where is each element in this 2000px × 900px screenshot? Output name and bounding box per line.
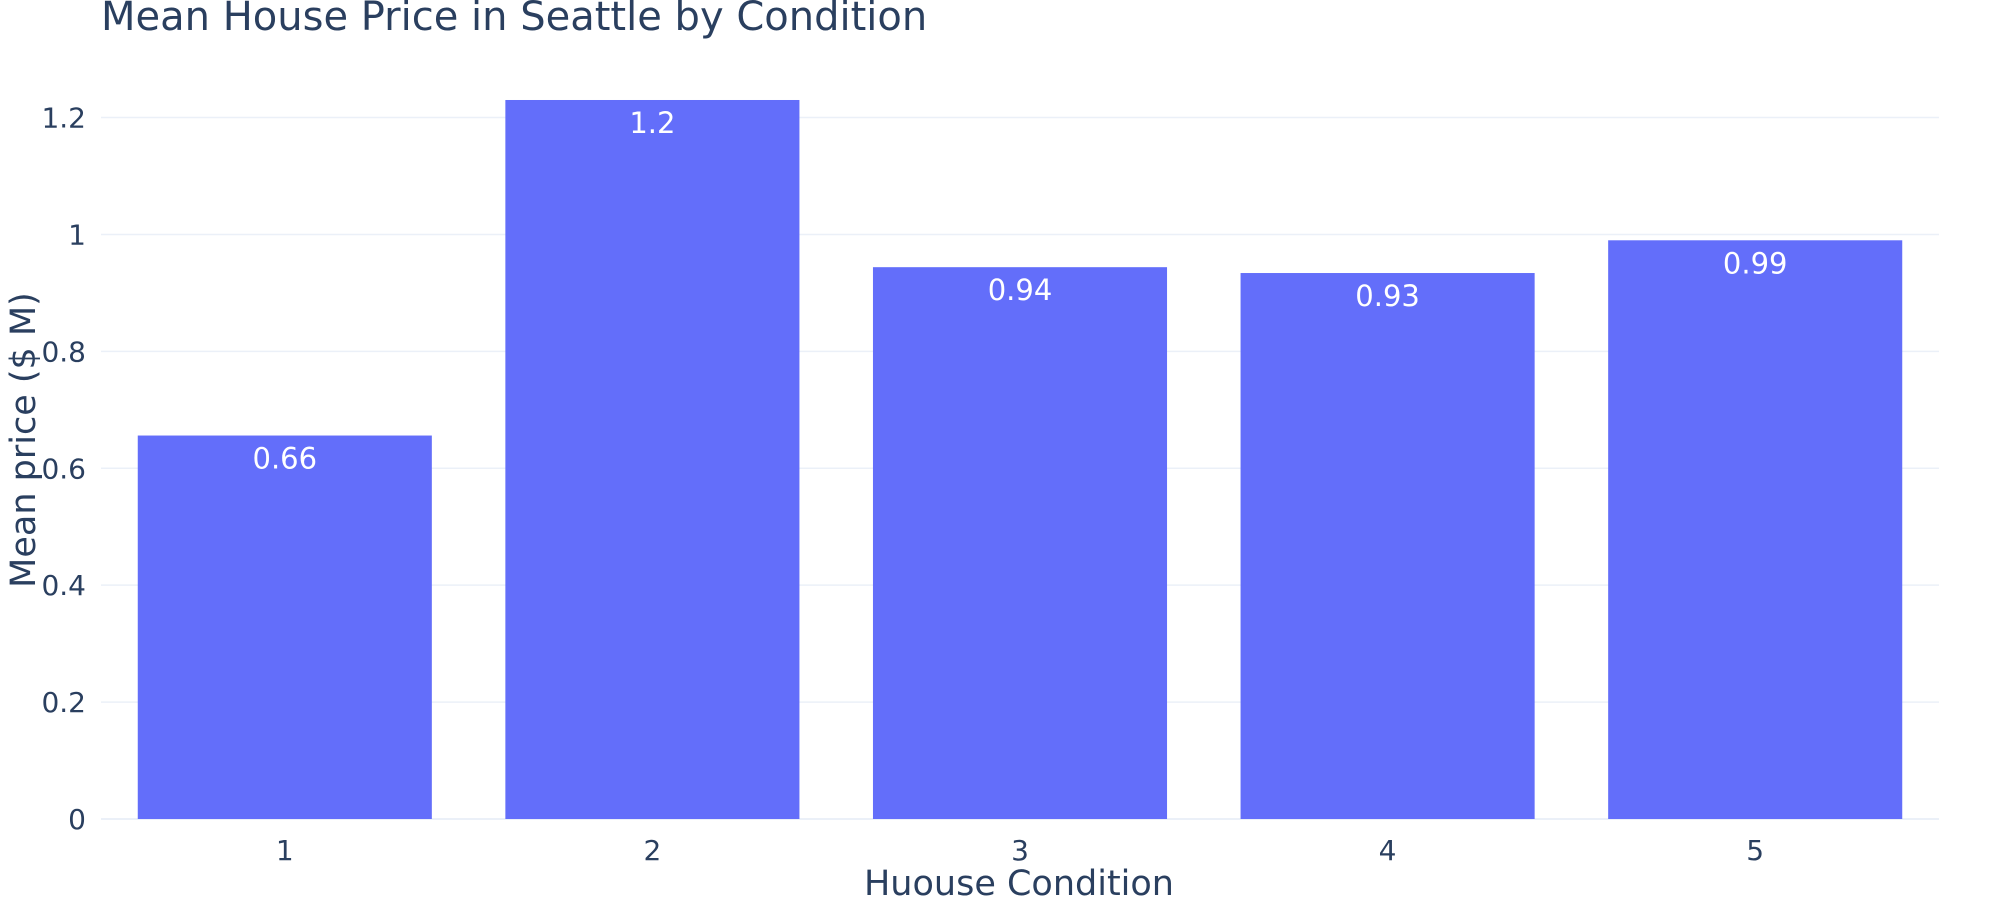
x-tick-label: 4: [1379, 834, 1397, 867]
x-axis-title: Huouse Condition: [864, 864, 1174, 900]
chart-title: Mean House Price in Seattle by Condition: [101, 0, 927, 40]
x-tick-label: 2: [643, 834, 661, 867]
bar-value-label: 0.99: [1723, 246, 1788, 280]
y-tick-label: 0.4: [41, 569, 86, 602]
y-tick-labels: 0 0.2 0.4 0.6 0.8 1 1.2: [41, 102, 86, 836]
bar-condition-3: [872, 267, 1168, 819]
y-tick-label: 1: [68, 218, 86, 251]
x-tick-label: 5: [1746, 834, 1764, 867]
y-tick-label: 1.2: [41, 102, 86, 135]
bar-value-label: 1.2: [629, 106, 675, 140]
y-tick-label: 0: [68, 803, 86, 836]
bar-value-label: 0.66: [253, 442, 318, 476]
y-tick-label: 0.6: [41, 452, 86, 485]
bar-value-label: 0.94: [988, 273, 1053, 307]
bar-condition-2: [505, 99, 800, 819]
bar-condition-1: [137, 435, 432, 819]
y-tick-label: 0.2: [41, 686, 86, 719]
bar-condition-4: [1240, 273, 1535, 819]
y-axis-title: Mean price ($ M): [4, 292, 44, 588]
x-tick-label: 1: [276, 834, 294, 867]
y-tick-label: 0.8: [41, 335, 86, 368]
bar-value-label: 0.93: [1355, 279, 1420, 313]
x-tick-label: 3: [1011, 834, 1029, 867]
x-tick-labels: 1 2 3 4 5: [276, 834, 1764, 867]
data-labels: 0.66 1.2 0.94 0.93 0.99: [253, 106, 1788, 476]
bar-condition-5: [1608, 240, 1903, 820]
bars: [137, 99, 1903, 820]
